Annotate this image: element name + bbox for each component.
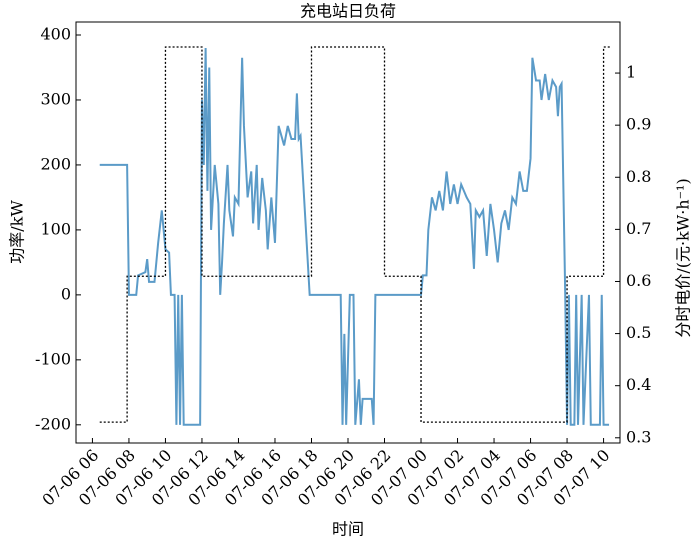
y2-axis-label: 分时电价/(元·kW·h⁻¹) <box>674 178 693 337</box>
y-tick-label: -200 <box>35 414 71 433</box>
power-line <box>99 47 610 426</box>
y-tick-label: 0 <box>61 284 71 303</box>
y-axis-label: 功率/kW <box>8 200 27 264</box>
y-tick-label: 400 <box>40 24 71 43</box>
chart-title: 充电站日负荷 <box>300 2 396 21</box>
y2-tick-label: 0.6 <box>626 271 651 290</box>
y2-tick-label: 0.8 <box>626 167 651 186</box>
y2-tick-label: 0.9 <box>626 115 651 134</box>
y-tick-label: 300 <box>40 89 71 108</box>
y2-tick-label: 0.3 <box>626 427 651 446</box>
y-tick-label: 100 <box>40 219 71 238</box>
y2-tick-label: 0.7 <box>626 219 651 238</box>
price-line <box>99 46 611 423</box>
y2-tick-label: 1 <box>626 63 636 82</box>
x-axis-label: 时间 <box>332 520 364 539</box>
y-tick-label: -100 <box>35 349 71 368</box>
y2-tick-label: 0.5 <box>626 323 651 342</box>
y2-tick-label: 0.4 <box>626 375 651 394</box>
y-tick-label: 200 <box>40 154 71 173</box>
